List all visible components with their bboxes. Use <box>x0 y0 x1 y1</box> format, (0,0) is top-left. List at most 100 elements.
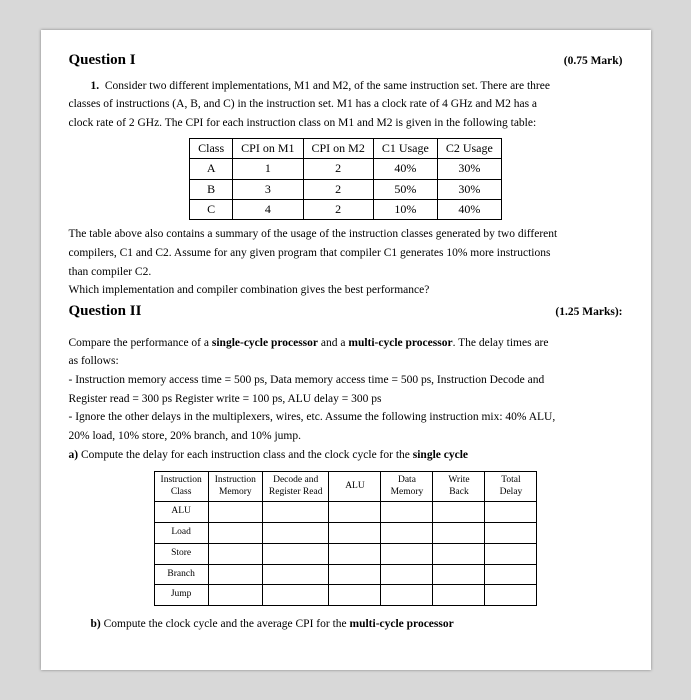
th-text: InstructionMemory <box>215 475 256 496</box>
td <box>262 543 329 564</box>
th: WriteBack <box>433 472 485 502</box>
th-text: ALU <box>345 481 365 491</box>
td: Jump <box>154 585 208 606</box>
q2-p8a: b) <box>91 618 104 630</box>
td <box>433 502 485 523</box>
td: 40% <box>437 199 501 219</box>
td <box>485 585 537 606</box>
td <box>433 523 485 544</box>
td <box>485 564 537 585</box>
th-text: InstructionClass <box>161 475 202 496</box>
td: B <box>190 179 233 199</box>
q2-p4: Register read = 300 ps Register write = … <box>69 391 623 408</box>
th: DataMemory <box>381 472 433 502</box>
question2-header: Question II (1.25 Marks): <box>69 301 623 323</box>
th-text: WriteBack <box>448 475 469 496</box>
q2-p7a: a) <box>69 449 81 461</box>
td <box>208 543 262 564</box>
table-row: B 3 2 50% 30% <box>190 179 502 199</box>
td: 2 <box>303 159 373 179</box>
td: 50% <box>373 179 437 199</box>
q1-p2: classes of instructions (A, B, and C) in… <box>69 96 623 113</box>
td <box>485 543 537 564</box>
td <box>381 502 433 523</box>
td <box>485 502 537 523</box>
td <box>208 502 262 523</box>
question2-mark: (1.25 Marks): <box>555 304 622 321</box>
td: 2 <box>303 179 373 199</box>
q2-p7c: single cycle <box>413 449 468 461</box>
td <box>381 523 433 544</box>
td <box>433 543 485 564</box>
question1-header: Question I (0.75 Mark) <box>69 50 623 72</box>
td: Store <box>154 543 208 564</box>
table-row: Load <box>154 523 537 544</box>
th-text: Decode andRegister Read <box>269 475 323 496</box>
th: C1 Usage <box>373 138 437 158</box>
table-row: InstructionClass InstructionMemory Decod… <box>154 472 537 502</box>
td <box>329 564 381 585</box>
th: CPI on M1 <box>233 138 303 158</box>
th: InstructionClass <box>154 472 208 502</box>
delay-table: InstructionClass InstructionMemory Decod… <box>154 471 538 606</box>
q2-line1: Compare the performance of a single-cycl… <box>69 335 623 352</box>
td: 1 <box>233 159 303 179</box>
td <box>433 585 485 606</box>
q1-item-num: 1. <box>91 80 100 92</box>
td <box>262 585 329 606</box>
q2-p2: as follows: <box>69 353 623 370</box>
q1-p1: Consider two different implementations, … <box>105 80 550 92</box>
td <box>262 502 329 523</box>
td <box>381 543 433 564</box>
th: C2 Usage <box>437 138 501 158</box>
td: 2 <box>303 199 373 219</box>
th: InstructionMemory <box>208 472 262 502</box>
td <box>329 543 381 564</box>
question1-title: Question I <box>69 50 136 72</box>
q2-p1a: Compare the performance of a <box>69 337 212 349</box>
q2-p3: - Instruction memory access time = 500 p… <box>69 372 623 389</box>
cpi-table: Class CPI on M1 CPI on M2 C1 Usage C2 Us… <box>189 138 502 221</box>
q2-p1e: . The delay times are <box>453 337 549 349</box>
table-row: C 4 2 10% 40% <box>190 199 502 219</box>
td <box>433 564 485 585</box>
td: ALU <box>154 502 208 523</box>
q2-p8b: Compute the clock cycle and the average … <box>104 618 350 630</box>
q2-p1b: single-cycle processor <box>212 337 318 349</box>
td: 30% <box>437 179 501 199</box>
th: CPI on M2 <box>303 138 373 158</box>
q1-line1: 1. Consider two different implementation… <box>69 78 623 95</box>
table-row: Branch <box>154 564 537 585</box>
td <box>485 523 537 544</box>
td <box>262 523 329 544</box>
td <box>329 502 381 523</box>
table-row: A 1 2 40% 30% <box>190 159 502 179</box>
td: 3 <box>233 179 303 199</box>
td: Branch <box>154 564 208 585</box>
q1-p4: The table above also contains a summary … <box>69 226 623 243</box>
th: TotalDelay <box>485 472 537 502</box>
q1-p6: than compiler C2. <box>69 264 623 281</box>
td: 40% <box>373 159 437 179</box>
td <box>381 564 433 585</box>
td <box>208 585 262 606</box>
td: Load <box>154 523 208 544</box>
q2-line7: a) Compute the delay for each instructio… <box>69 447 623 464</box>
q2-p1d: multi-cycle processor <box>348 337 452 349</box>
td <box>329 585 381 606</box>
td: 30% <box>437 159 501 179</box>
td <box>381 585 433 606</box>
table-row: Jump <box>154 585 537 606</box>
q2-p1c: and a <box>318 337 348 349</box>
question1-mark: (0.75 Mark) <box>564 53 623 70</box>
table-row: Class CPI on M1 CPI on M2 C1 Usage C2 Us… <box>190 138 502 158</box>
th: Class <box>190 138 233 158</box>
td <box>329 523 381 544</box>
q2-p6: 20% load, 10% store, 20% branch, and 10%… <box>69 428 623 445</box>
th-text: TotalDelay <box>500 475 523 496</box>
q2-p7b: Compute the delay for each instruction c… <box>81 449 413 461</box>
question2-title: Question II <box>69 301 142 323</box>
q2-p8c: multi-cycle processor <box>350 618 454 630</box>
td <box>262 564 329 585</box>
td: A <box>190 159 233 179</box>
